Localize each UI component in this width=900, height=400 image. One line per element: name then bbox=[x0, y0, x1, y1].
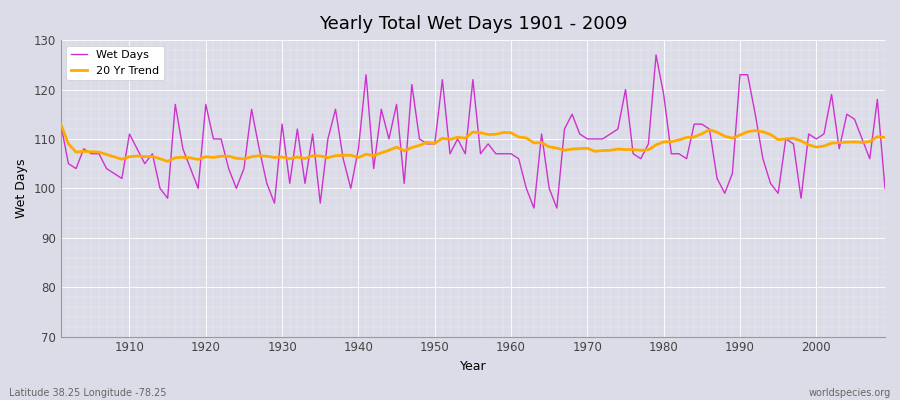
20 Yr Trend bbox=[513, 134, 524, 139]
20 Yr Trend bbox=[292, 154, 302, 159]
Wet Days bbox=[498, 151, 508, 156]
Wet Days bbox=[116, 176, 127, 181]
20 Yr Trend bbox=[56, 122, 67, 126]
20 Yr Trend bbox=[162, 159, 173, 164]
20 Yr Trend bbox=[116, 157, 127, 162]
Wet Days bbox=[56, 122, 67, 126]
Wet Days bbox=[528, 206, 539, 210]
Y-axis label: Wet Days: Wet Days bbox=[15, 158, 28, 218]
Wet Days bbox=[605, 132, 616, 136]
Wet Days bbox=[651, 52, 661, 57]
Legend: Wet Days, 20 Yr Trend: Wet Days, 20 Yr Trend bbox=[67, 46, 164, 80]
20 Yr Trend bbox=[338, 153, 348, 158]
Line: Wet Days: Wet Days bbox=[61, 55, 885, 208]
Wet Days bbox=[330, 107, 341, 112]
20 Yr Trend bbox=[879, 135, 890, 140]
Wet Days bbox=[506, 151, 517, 156]
20 Yr Trend bbox=[506, 130, 517, 135]
Text: Latitude 38.25 Longitude -78.25: Latitude 38.25 Longitude -78.25 bbox=[9, 388, 166, 398]
X-axis label: Year: Year bbox=[460, 360, 486, 373]
Wet Days bbox=[879, 186, 890, 191]
20 Yr Trend bbox=[605, 148, 616, 153]
Line: 20 Yr Trend: 20 Yr Trend bbox=[61, 124, 885, 161]
Title: Yearly Total Wet Days 1901 - 2009: Yearly Total Wet Days 1901 - 2009 bbox=[319, 15, 627, 33]
Wet Days bbox=[284, 181, 295, 186]
Text: worldspecies.org: worldspecies.org bbox=[809, 388, 891, 398]
